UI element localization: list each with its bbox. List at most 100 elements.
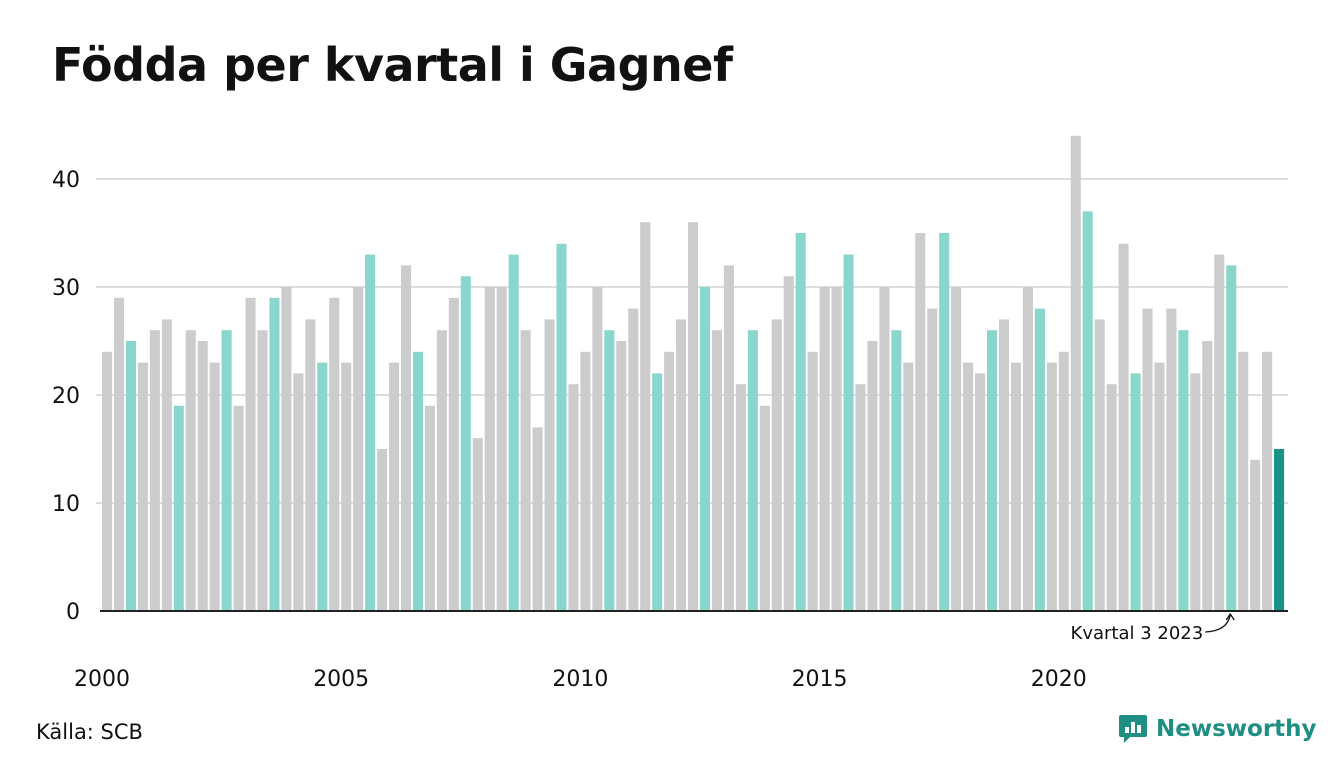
bar	[843, 254, 854, 611]
bar	[520, 330, 531, 611]
bar	[831, 287, 842, 611]
bar	[1034, 308, 1045, 611]
bar	[951, 287, 962, 611]
chart-title: Födda per kvartal i Gagnef	[52, 38, 733, 92]
bar	[1274, 449, 1285, 611]
bar	[1094, 319, 1105, 611]
y-tick-label: 0	[66, 600, 80, 625]
bar	[628, 308, 639, 611]
bar	[1046, 362, 1057, 611]
bar	[1010, 362, 1021, 611]
bar	[1022, 287, 1033, 611]
bar	[1178, 330, 1189, 611]
bar	[1262, 351, 1273, 611]
annotation: Kvartal 3 2023	[1071, 612, 1235, 644]
y-tick-label: 30	[52, 276, 80, 301]
bar	[1238, 351, 1249, 611]
y-tick-label: 40	[52, 168, 80, 193]
bar	[867, 341, 878, 611]
bar	[281, 287, 292, 611]
bar	[1106, 384, 1117, 611]
bar	[1226, 265, 1237, 611]
bar	[389, 362, 400, 611]
bar	[807, 351, 818, 611]
x-tick-label: 2020	[1031, 667, 1087, 692]
bar	[293, 373, 304, 611]
source-label: Källa: SCB	[36, 720, 143, 744]
bar	[353, 287, 364, 611]
x-tick-label: 2010	[552, 667, 608, 692]
bar	[759, 405, 770, 611]
bar	[221, 330, 232, 611]
bar	[1214, 254, 1225, 611]
bar	[173, 405, 184, 611]
bar	[412, 351, 424, 611]
bar	[915, 233, 926, 611]
bar	[125, 341, 136, 611]
bar	[771, 319, 782, 611]
bar	[676, 319, 687, 611]
bar	[1190, 373, 1201, 611]
bar	[640, 222, 651, 611]
bar	[185, 330, 196, 611]
bar	[197, 341, 208, 611]
bar	[329, 297, 340, 611]
bar	[1166, 308, 1177, 611]
bar	[556, 243, 567, 612]
bar	[735, 384, 746, 611]
bar	[113, 297, 125, 611]
bar	[149, 330, 160, 611]
brand-name: Newsworthy	[1156, 716, 1317, 742]
bar	[879, 287, 890, 611]
bar	[783, 276, 794, 611]
bar	[209, 362, 220, 611]
bar	[137, 362, 148, 611]
bar	[1118, 243, 1129, 612]
bar	[400, 265, 412, 611]
bar	[448, 297, 459, 611]
bar	[855, 384, 866, 611]
bar	[975, 373, 986, 611]
bar	[245, 297, 256, 611]
y-tick-label: 10	[52, 492, 80, 517]
bar	[580, 351, 591, 611]
bar	[699, 287, 711, 611]
bar	[544, 319, 555, 611]
bar	[652, 373, 663, 611]
bar	[1130, 373, 1141, 611]
bar	[688, 222, 699, 611]
bar	[1058, 351, 1069, 611]
bar	[1082, 211, 1093, 611]
y-tick-label: 20	[52, 384, 80, 409]
bar	[102, 351, 113, 611]
bar	[377, 449, 388, 611]
newsworthy-logo-icon	[1119, 715, 1147, 743]
annotation-arrow	[1205, 612, 1235, 633]
bar	[460, 276, 471, 611]
bar	[257, 330, 268, 611]
x-axis-tick-labels: 2000 2005 2010 2015 2020	[74, 667, 1087, 692]
y-axis-tick-labels: 0 10 20 30 40	[52, 168, 80, 625]
bar	[317, 362, 328, 611]
bar	[508, 254, 519, 611]
bar	[1250, 459, 1261, 611]
bar	[233, 405, 244, 611]
bar	[987, 330, 998, 611]
bar	[1154, 362, 1165, 611]
bar	[496, 287, 507, 611]
bar	[365, 254, 376, 611]
bar	[1070, 135, 1081, 612]
bar	[436, 330, 447, 611]
bar	[592, 287, 603, 611]
bar	[891, 330, 902, 611]
bar	[795, 233, 806, 611]
bar	[1202, 341, 1213, 611]
bar	[161, 319, 172, 611]
bar	[616, 341, 627, 611]
bar	[424, 405, 435, 611]
annotation-label: Kvartal 3 2023	[1071, 623, 1204, 644]
bar	[711, 330, 722, 611]
x-tick-label: 2015	[792, 667, 848, 692]
bar	[903, 362, 914, 611]
